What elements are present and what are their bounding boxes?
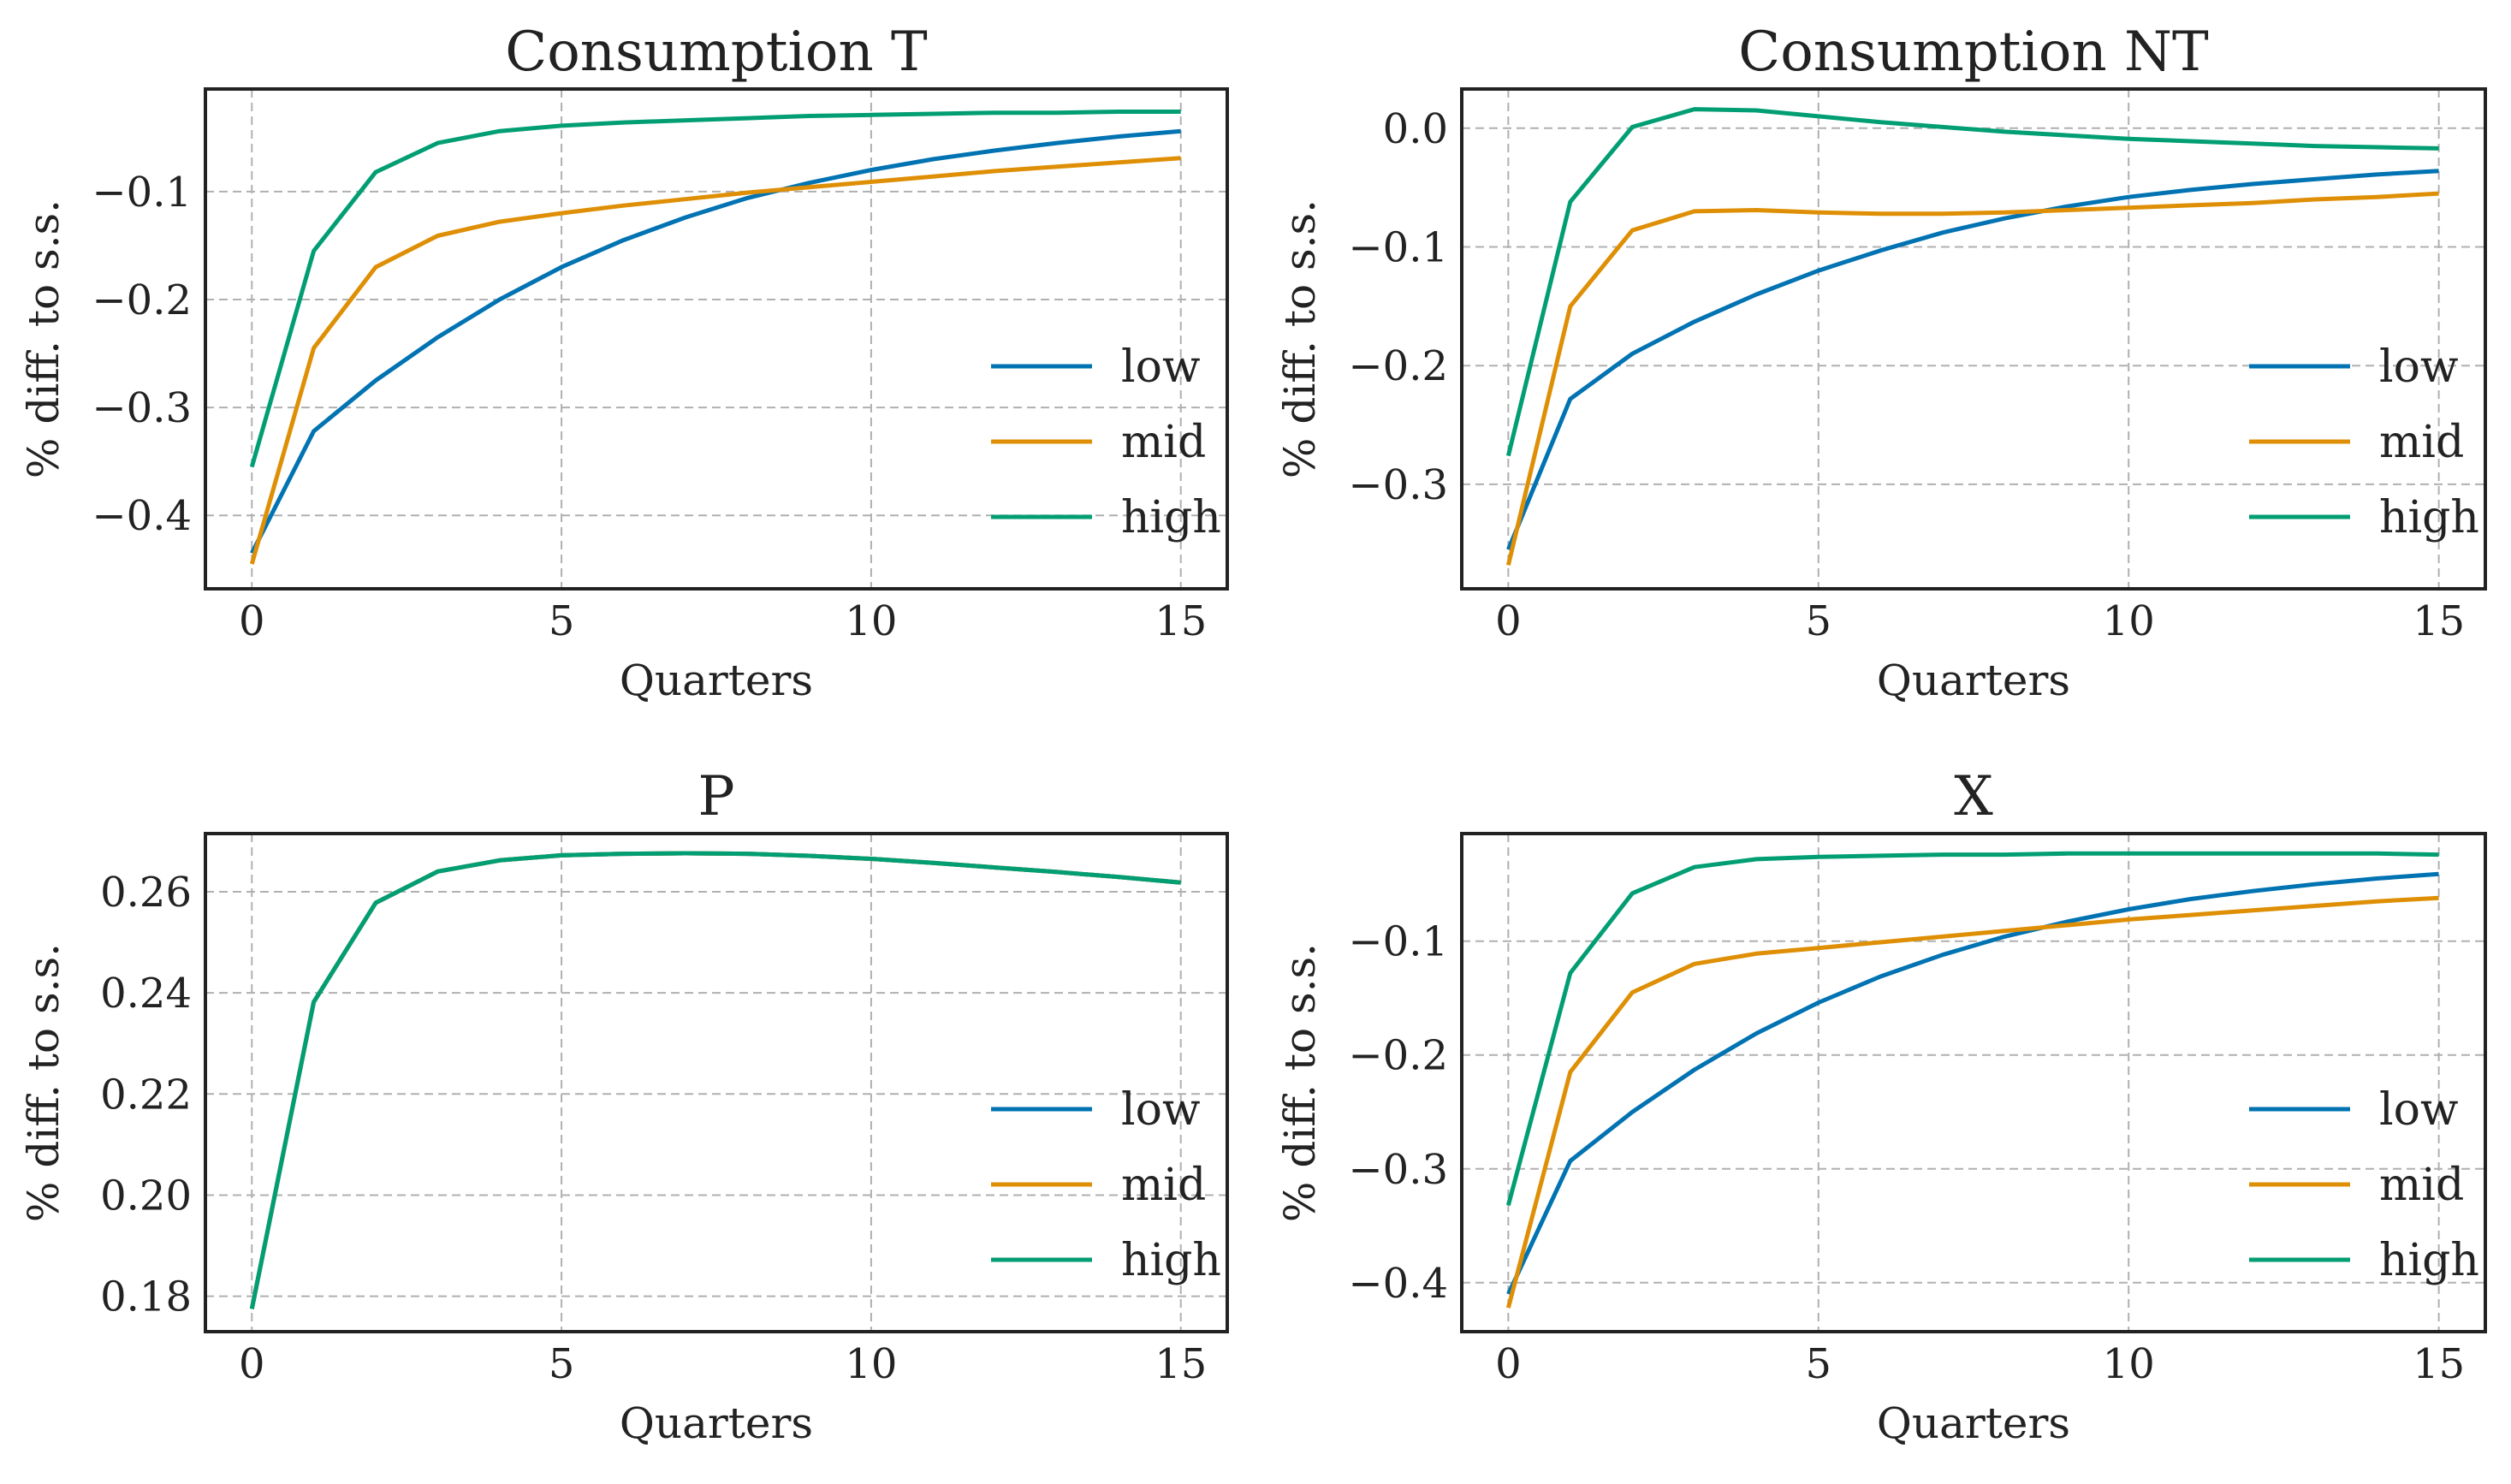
legend: low mid high xyxy=(991,1084,1221,1286)
x-tick-label: 5 xyxy=(1806,597,1832,645)
axes-frame xyxy=(1460,87,2487,591)
y-tick-label: −0.1 xyxy=(92,169,192,217)
legend-label-mid: mid xyxy=(1121,417,1206,468)
series-line-high xyxy=(1505,107,2439,457)
chart-title: Consumption NT xyxy=(1738,21,2209,84)
legend-label-low: low xyxy=(1121,1084,1200,1136)
y-tick-label: 0.18 xyxy=(100,1273,192,1321)
chart-title: X xyxy=(1954,765,1993,828)
series-line-low xyxy=(1506,169,2439,551)
y-tick-label: −0.2 xyxy=(1348,342,1448,390)
series-line-mid xyxy=(249,156,1181,565)
y-tick-label: −0.4 xyxy=(92,492,192,540)
x-tick-label: 10 xyxy=(2103,597,2155,645)
y-tick-label: −0.2 xyxy=(92,276,192,324)
axes-frame xyxy=(1460,832,2487,1333)
legend-label-high: high xyxy=(2379,492,2479,543)
y-axis-label: % diff. to s.s. xyxy=(19,199,68,478)
x-tick-label: 5 xyxy=(549,597,575,645)
y-axis-label: % diff. to s.s. xyxy=(1275,943,1325,1222)
y-tick-label: 0.20 xyxy=(100,1172,192,1220)
x-tick-label: 10 xyxy=(845,1340,897,1388)
x-tick-label: 10 xyxy=(2103,1340,2155,1388)
x-tick-label: 5 xyxy=(549,1340,575,1388)
y-tick-label: −0.1 xyxy=(1348,918,1448,966)
y-tick-label: 0.22 xyxy=(100,1071,192,1119)
series-line-high xyxy=(249,110,1181,468)
y-axis-label: % diff. to s.s. xyxy=(1275,199,1325,478)
legend: low mid high xyxy=(991,341,1221,543)
chart-title: Consumption T xyxy=(505,21,928,84)
legend-label-high: high xyxy=(1121,1235,1221,1286)
series-line-mid xyxy=(1505,191,2439,566)
y-tick-label: 0.24 xyxy=(100,970,192,1018)
series-line-mid xyxy=(1505,895,2439,1309)
x-tick-label: 10 xyxy=(845,597,897,645)
x-tick-label: 0 xyxy=(239,1340,265,1388)
y-axis-label: % diff. to s.s. xyxy=(19,943,68,1222)
x-axis-label: Quarters xyxy=(620,656,813,705)
x-axis-label: Quarters xyxy=(620,1398,813,1448)
x-tick-label: 15 xyxy=(1155,1340,1207,1388)
y-tick-label: 0.26 xyxy=(100,869,192,917)
y-tick-label: −0.3 xyxy=(92,384,192,432)
x-tick-label: 15 xyxy=(2413,597,2465,645)
series-line-high xyxy=(1505,851,2439,1206)
legend: low mid high xyxy=(2249,341,2479,543)
series-line-low xyxy=(249,851,1181,1309)
y-tick-label: −0.1 xyxy=(1348,223,1448,271)
y-tick-label: −0.3 xyxy=(1348,461,1448,509)
legend-label-low: low xyxy=(2379,1084,2458,1136)
series-line-high xyxy=(249,851,1181,1309)
x-axis-label: Quarters xyxy=(1877,656,2070,705)
subplot-4: 0 5 10 15 −0.1 −0.2 −0.3 −0.4 X Quarters % diff. t… xyxy=(1275,765,2487,1448)
legend-label-low: low xyxy=(1121,341,1200,393)
legend-label-low: low xyxy=(2379,341,2458,393)
x-axis-label: Quarters xyxy=(1877,1398,2070,1448)
y-tick-label: −0.2 xyxy=(1348,1032,1448,1080)
axes-frame xyxy=(204,87,1229,591)
x-tick-label: 0 xyxy=(239,597,265,645)
y-tick-label: 0.0 xyxy=(1383,105,1448,153)
legend-label-high: high xyxy=(2379,1235,2479,1286)
series-line-low xyxy=(1506,871,2439,1296)
series-line-low xyxy=(250,128,1181,555)
x-tick-label: 5 xyxy=(1806,1340,1832,1388)
x-tick-label: 15 xyxy=(2413,1340,2465,1388)
chart-title: P xyxy=(698,765,734,828)
axes-frame xyxy=(204,832,1229,1333)
subplot-2: 0 5 10 15 0.0 −0.1 −0.2 −0.3 Consumption NT Quart… xyxy=(1275,21,2487,705)
x-tick-label: 0 xyxy=(1495,597,1522,645)
series-line-mid xyxy=(249,851,1181,1309)
subplot-3: 0 5 10 15 0.26 0.24 0.22 0.20 0.18 P Quarters % dif… xyxy=(19,765,1229,1448)
legend-label-mid: mid xyxy=(1121,1160,1206,1211)
legend-label-mid: mid xyxy=(2379,1160,2464,1211)
y-tick-label: −0.3 xyxy=(1348,1146,1448,1194)
subplot-1: 0 5 10 15 −0.1 −0.2 −0.3 −0.4 Consumption T Quart… xyxy=(19,21,1229,705)
x-tick-label: 15 xyxy=(1155,597,1207,645)
legend: low mid high xyxy=(2249,1084,2479,1286)
x-tick-label: 0 xyxy=(1495,1340,1522,1388)
legend-label-high: high xyxy=(1121,492,1221,543)
y-tick-label: −0.4 xyxy=(1348,1260,1448,1308)
legend-label-mid: mid xyxy=(2379,417,2464,468)
